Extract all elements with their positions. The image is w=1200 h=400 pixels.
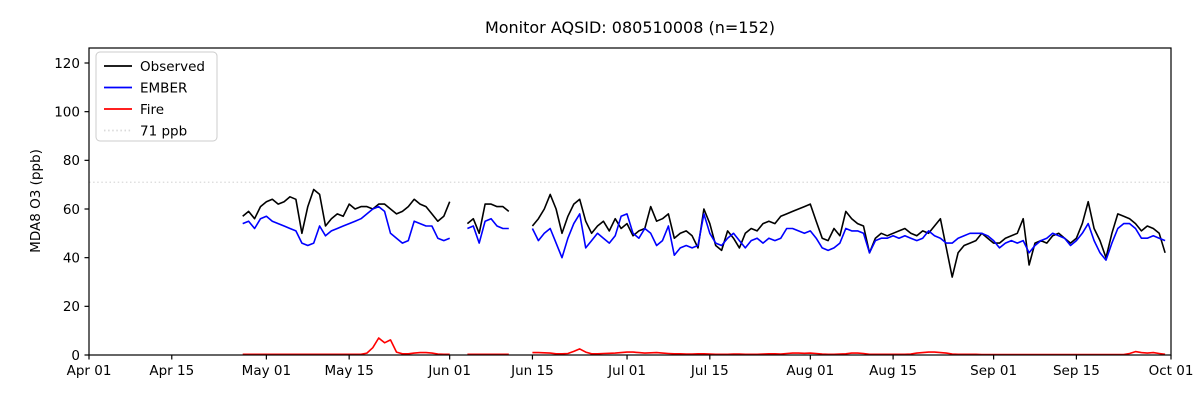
chart-title: Monitor AQSID: 080510008 (n=152) [485,18,775,37]
legend-item-ember: EMBER [140,80,187,96]
series-line-fire [242,337,450,356]
x-tick-label: Jun 01 [427,363,471,379]
x-tick-label: Jul 15 [690,363,729,379]
x-tick-label: May 15 [324,363,373,379]
series-line-ember [531,213,1166,261]
series-line-ember [242,205,451,247]
plot-frame [88,47,1172,356]
x-tick-label: Jun 15 [510,363,554,379]
legend-item-71-ppb: 71 ppb [140,123,187,139]
y-tick-label: 40 [63,250,80,266]
y-tick-label: 100 [54,104,80,120]
x-tick-label: Oct 01 [1149,363,1194,379]
y-tick-label: 120 [54,56,80,72]
series-layer [242,188,1166,356]
x-tick-label: Aug 01 [786,363,834,379]
y-axis-label: MDA8 O3 (ppb) [28,149,44,253]
legend-item-fire: Fire [140,102,164,118]
y-tick-label: 20 [63,299,80,315]
x-tick-label: Jul 01 [607,363,646,379]
series-line-ember [467,217,509,244]
x-tick-label: Apr 01 [67,363,112,379]
series-line-observed [466,203,510,235]
legend: Observed EMBER Fire 71 ppb [95,51,218,142]
x-tick-label: Apr 15 [149,363,194,379]
y-tick-label: 0 [71,348,80,364]
series-line-fire [532,348,1166,356]
axes-layer: Apr 01 Apr 15 May 01 May 15 Jun 01 Jun 15 Jul … [54,47,1194,379]
x-tick-label: May 01 [242,363,291,379]
y-tick-label: 80 [63,153,80,169]
x-tick-label: Sep 15 [1053,363,1100,379]
x-tick-label: Aug 15 [869,363,917,379]
legend-item-observed: Observed [140,59,205,75]
x-tick-label: Sep 01 [970,363,1017,379]
legend-box [95,51,218,142]
y-tick-label: 60 [63,202,80,218]
series-line-observed [531,193,1166,278]
series-line-observed [242,188,451,235]
